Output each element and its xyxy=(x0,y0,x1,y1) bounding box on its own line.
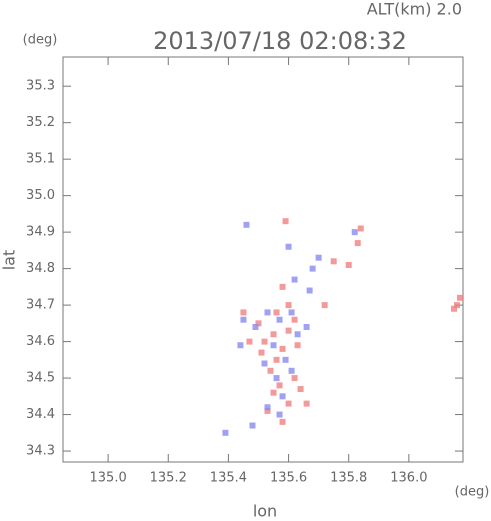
y-tick-label: 34.4 xyxy=(26,407,55,422)
x-tick-label: 135.8 xyxy=(330,471,367,486)
echo-cell xyxy=(285,400,292,407)
echo-cell xyxy=(240,316,247,323)
echo-cell xyxy=(354,240,361,247)
echo-cell xyxy=(456,294,463,301)
y-tick-label: 35.2 xyxy=(26,115,55,130)
x-axis-label: lon xyxy=(253,502,277,521)
y-tick-label: 35.0 xyxy=(26,188,55,203)
echo-cell xyxy=(243,221,250,228)
y-tick-label: 34.5 xyxy=(26,371,55,386)
echo-cell xyxy=(249,422,256,429)
x-tick-label: 135.6 xyxy=(270,471,307,486)
echo-cell xyxy=(330,258,337,265)
echo-cell xyxy=(264,309,271,316)
echo-cell xyxy=(255,320,262,327)
altitude-label: ALT(km) 2.0 xyxy=(367,0,462,19)
echo-cell xyxy=(294,331,301,338)
echo-cell xyxy=(264,407,271,414)
echo-cell xyxy=(291,276,298,283)
x-tick-label: 135.2 xyxy=(150,471,187,486)
echo-cell xyxy=(306,287,313,294)
echo-cell xyxy=(351,229,358,236)
echo-cell xyxy=(288,309,295,316)
echo-cell xyxy=(270,331,277,338)
echo-cell xyxy=(273,356,280,363)
echo-cell xyxy=(282,218,289,225)
x-tick-label: 135.0 xyxy=(90,471,127,486)
echo-cell xyxy=(270,389,277,396)
echo-cell xyxy=(240,309,247,316)
echo-cell xyxy=(309,265,316,272)
y-tick-label: 34.3 xyxy=(26,444,55,459)
echo-cell xyxy=(288,367,295,374)
echo-cell xyxy=(279,283,286,290)
echo-cell xyxy=(276,411,283,418)
echo-cell xyxy=(267,367,274,374)
echo-cell xyxy=(279,418,286,425)
y-tick-label: 35.3 xyxy=(26,79,55,94)
echo-cell xyxy=(285,302,292,309)
echo-cell xyxy=(276,382,283,389)
echo-cell xyxy=(297,386,304,393)
chart-title: 2013/07/18 02:08:32 xyxy=(153,27,407,55)
echo-cell xyxy=(282,356,289,363)
echo-cell xyxy=(291,316,298,323)
y-tick-label: 34.8 xyxy=(26,261,55,276)
echo-cell xyxy=(303,400,310,407)
y-tick-label: 34.7 xyxy=(26,298,55,313)
echo-cell xyxy=(246,338,253,345)
echo-cell xyxy=(450,305,457,312)
y-axis-label: lat xyxy=(0,250,19,271)
echo-cell xyxy=(273,309,280,316)
echo-cell xyxy=(279,393,286,400)
echo-cell xyxy=(279,345,286,352)
echo-cell xyxy=(294,342,301,349)
echo-cell xyxy=(321,302,328,309)
echo-cell xyxy=(222,429,229,436)
echo-cell xyxy=(285,243,292,250)
echo-cell xyxy=(285,327,292,334)
echo-cell xyxy=(303,324,310,330)
echo-cell xyxy=(273,375,280,382)
echo-cell xyxy=(264,404,271,411)
x-tick-label: 135.4 xyxy=(210,471,247,486)
echo-cell xyxy=(453,302,460,309)
plot-frame xyxy=(62,56,464,463)
echo-cell xyxy=(252,324,259,330)
echo-cell xyxy=(357,225,364,232)
echo-cell xyxy=(237,342,244,349)
echo-cell xyxy=(345,261,352,268)
echo-cell xyxy=(270,342,277,349)
y-tick-label: 34.9 xyxy=(26,225,55,240)
y-tick-label: 34.6 xyxy=(26,334,55,349)
echo-cell xyxy=(261,360,268,367)
echo-cell xyxy=(291,375,298,382)
echo-cell xyxy=(276,316,283,323)
echo-cell xyxy=(315,254,322,261)
x-tick-label: 136.0 xyxy=(390,471,427,486)
y-tick-label: 35.1 xyxy=(26,152,55,167)
y-unit: (deg) xyxy=(23,33,58,48)
x-unit: (deg) xyxy=(455,485,490,500)
echo-cell xyxy=(261,338,268,345)
echo-cell xyxy=(258,349,265,356)
